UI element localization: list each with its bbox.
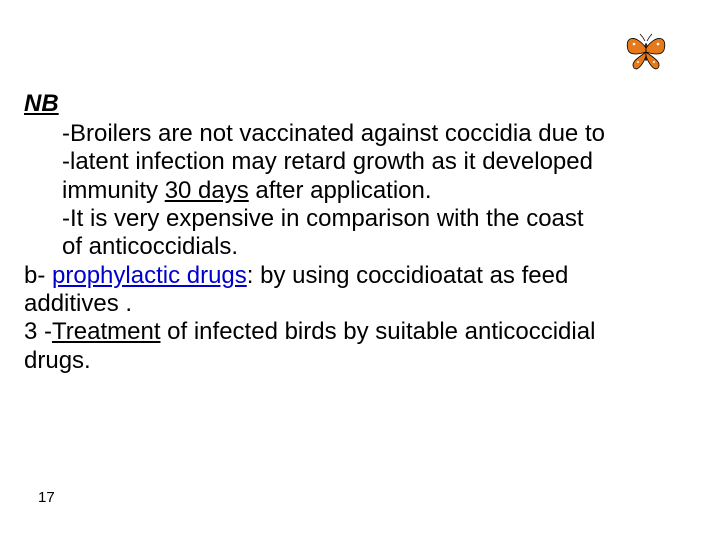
highlight-link: prophylactic drugs xyxy=(52,262,247,289)
text-span: of infected birds by suitable anticoccid… xyxy=(161,318,596,345)
text-span: after application. xyxy=(249,177,432,204)
text-span: immunity xyxy=(62,177,165,204)
body-line: immunity 30 days after application. xyxy=(62,177,696,205)
body-line: b- prophylactic drugs: by using coccidio… xyxy=(24,262,696,290)
body-line: additives . xyxy=(24,290,696,318)
content-block: NB -Broilers are not vaccinated against … xyxy=(24,90,696,375)
body-line: drugs. xyxy=(24,347,696,375)
page-number: 17 xyxy=(38,489,55,506)
underline-text: Treatment xyxy=(52,318,160,345)
text-span: : by using coccidioatat as feed xyxy=(247,262,569,289)
body-line: 3 -Treatment of infected birds by suitab… xyxy=(24,318,696,346)
body-line: of anticoccidials. xyxy=(62,233,696,261)
text-span: 3 - xyxy=(24,318,52,345)
body-line: -latent infection may retard growth as i… xyxy=(62,148,696,176)
body-line: -It is very expensive in comparison with… xyxy=(62,205,696,233)
underline-text: 30 days xyxy=(165,177,249,204)
slide-page: NB -Broilers are not vaccinated against … xyxy=(0,0,720,540)
butterfly-icon xyxy=(622,28,670,76)
text-span: b- xyxy=(24,262,52,289)
body-line: -Broilers are not vaccinated against coc… xyxy=(62,120,696,148)
nb-heading: NB xyxy=(24,90,696,118)
